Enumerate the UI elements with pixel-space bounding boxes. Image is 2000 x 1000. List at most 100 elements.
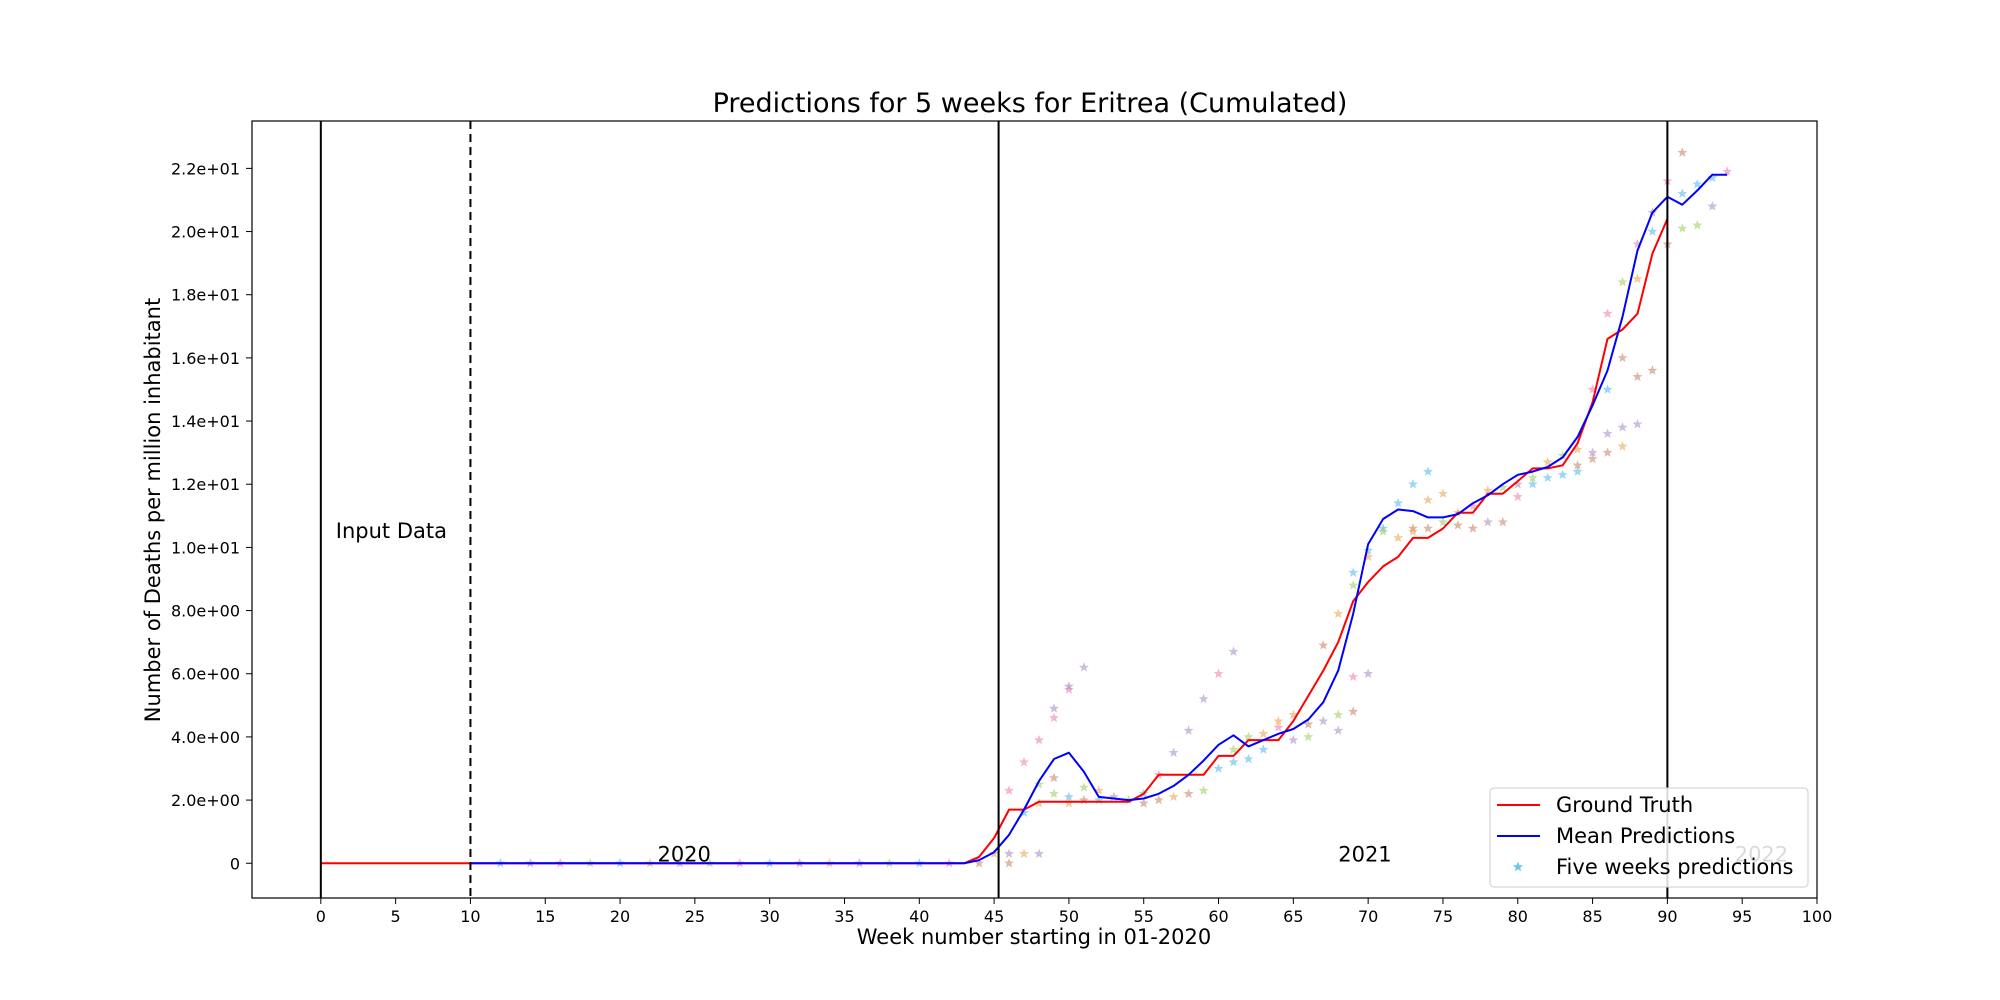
- prediction-point: [1692, 178, 1703, 189]
- prediction-point: [1407, 478, 1419, 489]
- prediction-point: [1437, 488, 1449, 499]
- x-tick-label: 50: [1059, 907, 1079, 926]
- prediction-point: [1018, 848, 1030, 859]
- prediction-point: [1198, 693, 1209, 704]
- x-tick-label: 20: [610, 907, 630, 926]
- prediction-point: [1138, 797, 1149, 808]
- prediction-point: [1587, 447, 1598, 458]
- prediction-point: [1542, 456, 1553, 467]
- prediction-point: [1602, 447, 1613, 458]
- prediction-point: [1677, 188, 1688, 199]
- prediction-point: [1617, 352, 1628, 363]
- prediction-point: [1422, 523, 1434, 533]
- prediction-point: [1392, 497, 1404, 508]
- prediction-point: [1332, 608, 1344, 619]
- x-tick-label: 45: [984, 907, 1004, 926]
- prediction-point: [1527, 478, 1538, 489]
- prediction-point: [1033, 778, 1045, 789]
- prediction-point: [1632, 418, 1643, 429]
- y-tick-label: 1.8e+01: [171, 286, 240, 305]
- prediction-point: [1063, 680, 1075, 691]
- prediction-point: [1347, 567, 1359, 578]
- y-tick-label: 2.0e+00: [171, 791, 240, 810]
- y-tick-label: 0: [230, 854, 240, 873]
- prediction-point: [1063, 797, 1075, 808]
- x-tick-label: 40: [909, 907, 929, 926]
- prediction-point: [1063, 684, 1075, 695]
- prediction-point: [1213, 763, 1224, 773]
- prediction-point: [1033, 848, 1045, 859]
- prediction-point: [1632, 273, 1643, 284]
- prediction-point: [1362, 668, 1374, 679]
- legend-box: [1489, 787, 1809, 888]
- prediction-point: [1602, 428, 1613, 439]
- y-tick-label: 2.2e+01: [171, 159, 240, 178]
- prediction-point: [1347, 671, 1359, 682]
- x-tick-label: 60: [1208, 907, 1228, 926]
- prediction-point: [1288, 709, 1299, 720]
- prediction-point: [1153, 794, 1164, 805]
- prediction-point: [1318, 639, 1329, 650]
- x-tick-label: 80: [1508, 907, 1528, 926]
- y-tick-label: 8.0e+00: [171, 602, 240, 621]
- prediction-point: [1078, 661, 1090, 672]
- prediction-point: [1228, 744, 1239, 755]
- x-tick-label: 85: [1582, 907, 1602, 926]
- y-axis-label: Number of Deaths per million inhabitant: [141, 298, 165, 722]
- prediction-point: [1392, 532, 1404, 543]
- prediction-point: [1183, 788, 1194, 799]
- prediction-point: [1018, 756, 1030, 767]
- mean-predictions-line: [470, 173, 1728, 865]
- y-tick-label: 6.0e+00: [171, 665, 240, 684]
- prediction-point: [1168, 791, 1179, 802]
- prediction-point: [1407, 526, 1419, 537]
- prediction-point: [1497, 516, 1509, 527]
- prediction-point: [1677, 147, 1688, 158]
- prediction-point: [1512, 491, 1523, 502]
- x-tick-label: 70: [1358, 907, 1378, 926]
- prediction-point: [1093, 785, 1105, 796]
- prediction-point: [1273, 721, 1284, 732]
- x-tick-label: 100: [1802, 907, 1833, 926]
- prediction-point: [1078, 782, 1090, 792]
- y-tick-label: 2.0e+01: [171, 223, 240, 242]
- x-tick-label: 55: [1134, 907, 1154, 926]
- prediction-point: [1003, 857, 1015, 868]
- legend-ground-truth-label: Ground Truth: [1556, 793, 1693, 817]
- prediction-point: [1048, 772, 1060, 783]
- vertical-markers: [319, 121, 1669, 898]
- y-tick-label: 1.0e+01: [171, 538, 240, 557]
- legend-five-weeks-label: Five weeks predictions: [1556, 855, 1794, 879]
- legend: Ground Truth Mean Predictions Five weeks…: [1489, 787, 1809, 888]
- prediction-point: [1303, 718, 1314, 729]
- y-tick-label: 1.4e+01: [171, 412, 240, 431]
- x-tick-label: 35: [834, 907, 854, 926]
- series-lines: [320, 173, 1728, 865]
- prediction-point: [1707, 200, 1718, 211]
- prediction-point: [1243, 731, 1254, 742]
- x-axis-label: Week number starting in 01-2020: [857, 925, 1211, 949]
- prediction-point: [1647, 226, 1658, 237]
- prediction-point: [1258, 728, 1269, 739]
- x-tick-label: 25: [685, 907, 705, 926]
- y-axis-ticks: 0 2.0e+00 4.0e+00 6.0e+00 8.0e+00 1.0e+01 1.2e…: [171, 159, 252, 873]
- prediction-point: [1572, 459, 1583, 470]
- prediction-point: [1437, 516, 1449, 527]
- prediction-point: [1422, 494, 1434, 505]
- prediction-point: [1183, 725, 1194, 736]
- prediction-point: [1422, 466, 1434, 477]
- prediction-point: [1228, 646, 1239, 657]
- prediction-point: [1048, 703, 1060, 713]
- prediction-point: [1243, 753, 1254, 764]
- prediction-point: [1557, 469, 1568, 480]
- prediction-point: [1347, 579, 1359, 590]
- prediction-point: [1003, 848, 1015, 859]
- plot-area: [251, 120, 1818, 899]
- annotation-text: 2021: [1338, 843, 1391, 867]
- prediction-point: [988, 848, 1000, 859]
- prediction-point: [1048, 788, 1060, 799]
- prediction-point: [1707, 172, 1718, 183]
- prediction-point: [1332, 709, 1344, 720]
- y-tick-label: 1.6e+01: [171, 349, 240, 368]
